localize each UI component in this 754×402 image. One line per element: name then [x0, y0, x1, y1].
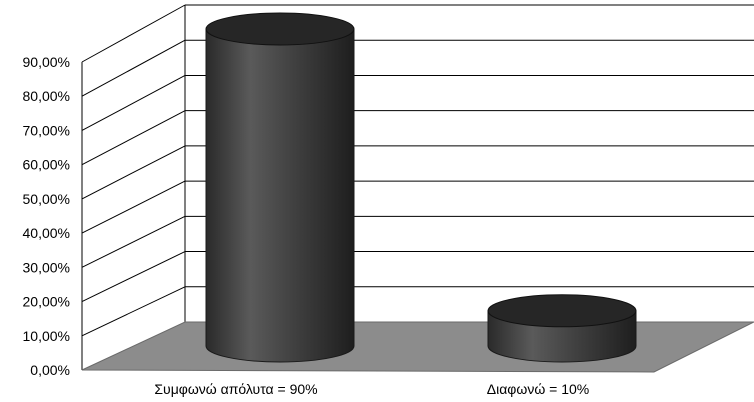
y-tick-label: 90,00% [23, 54, 70, 70]
gridline-side [81, 4, 186, 63]
y-tick-label: 60,00% [23, 157, 70, 173]
bars [205, 12, 637, 363]
y-tick-label: 40,00% [23, 225, 70, 241]
y-tick-label: 20,00% [23, 294, 70, 310]
y-tick-label: 50,00% [23, 191, 70, 207]
gridline-side [81, 110, 186, 166]
y-tick-label: 10,00% [23, 328, 70, 344]
y-tick-label: 0,00% [30, 362, 70, 378]
bar-2 [487, 294, 637, 363]
gridline-side [81, 215, 186, 268]
gridlines [81, 4, 754, 370]
y-tick-label: 80,00% [23, 88, 70, 104]
x-category-label: Διαφωνώ = 10% [487, 381, 589, 397]
chart-floor [81, 321, 754, 373]
bar-top [205, 12, 355, 46]
gridline-side [81, 75, 186, 131]
bar-top [487, 294, 637, 328]
gridline-side [81, 286, 186, 337]
bar-1 [205, 12, 355, 363]
floor-plane [81, 321, 754, 373]
y-axis-tick-labels: 0,00% 10,00% 20,00% 30,00% 40,00% 50,00% 60,00… [23, 54, 70, 378]
gridline-side [81, 180, 186, 234]
bar-body [205, 28, 355, 363]
x-axis-category-labels: Συμφωνώ απόλυτα = 90% Διαφωνώ = 10% [154, 381, 589, 397]
gridline-side [81, 251, 186, 303]
gridline-side [81, 39, 186, 97]
y-tick-label: 30,00% [23, 259, 70, 275]
gridline-side [81, 145, 186, 200]
y-tick-label: 70,00% [23, 122, 70, 138]
x-category-label: Συμφωνώ απόλυτα = 90% [154, 381, 317, 397]
